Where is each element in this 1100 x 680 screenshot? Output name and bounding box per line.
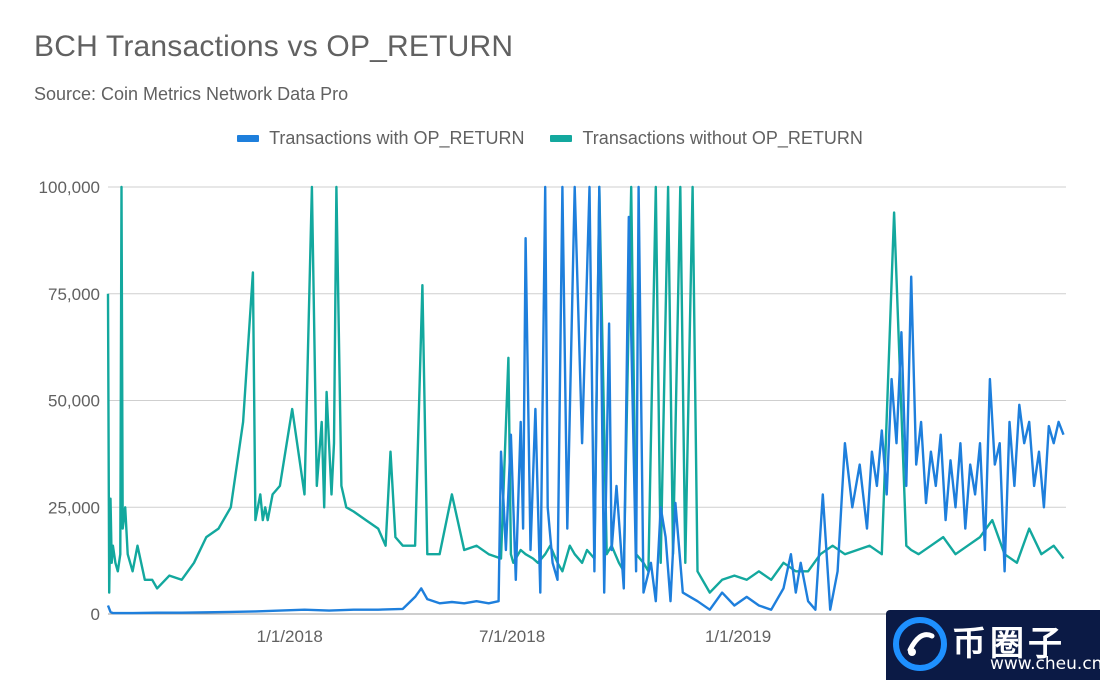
legend-label-without: Transactions without OP_RETURN — [582, 128, 863, 148]
y-tick-label-4: 100,000 — [39, 178, 100, 197]
legend-item-with-op-return[interactable]: Transactions with OP_RETURN — [237, 128, 524, 149]
chart-legend: Transactions with OP_RETURN Transactions… — [0, 128, 1100, 149]
y-tick-label-2: 50,000 — [48, 392, 100, 411]
legend-swatch-without — [550, 135, 573, 142]
chart-subtitle: Source: Coin Metrics Network Data Pro — [34, 84, 349, 104]
x-tick-label-0: 1/1/2018 — [257, 627, 323, 646]
x-tick-label-2: 1/1/2019 — [705, 627, 771, 646]
series-line-with-op-return — [106, 185, 1065, 615]
y-tick-label-0: 0 — [91, 605, 100, 624]
watermark: 币圈子 www.cheu.cn — [886, 610, 1100, 680]
x-tick-label-1: 7/1/2018 — [479, 627, 545, 646]
chart-title: BCH Transactions vs OP_RETURN — [34, 30, 514, 63]
legend-item-without-op-return[interactable]: Transactions without OP_RETURN — [550, 128, 863, 149]
watermark-url: www.cheu.cn — [990, 654, 1100, 674]
watermark-brand: 币圈子 — [952, 624, 1066, 664]
series-line-without-op-return — [106, 185, 1065, 594]
y-tick-label-3: 75,000 — [48, 285, 100, 304]
y-tick-label-1: 25,000 — [48, 498, 100, 517]
legend-swatch-with — [237, 135, 260, 142]
legend-label-with: Transactions with OP_RETURN — [269, 128, 525, 148]
watermark-logo-icon — [893, 617, 947, 671]
